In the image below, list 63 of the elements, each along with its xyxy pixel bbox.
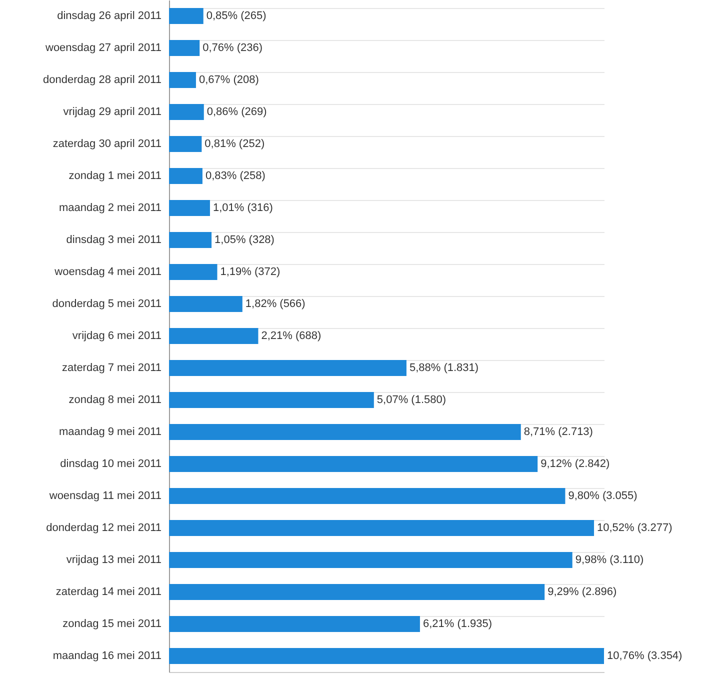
- bar: [169, 360, 406, 376]
- data-label: 0,76% (236): [202, 42, 263, 54]
- data-label: 0,81% (252): [204, 138, 265, 150]
- y-tick-label: maandag 2 mei 2011: [58, 202, 162, 214]
- bar: [169, 8, 204, 24]
- data-label: 9,80% (3.055): [568, 490, 638, 502]
- y-tick-label: donderdag 12 mei 2011: [46, 522, 162, 534]
- y-tick-label: vrijdag 6 mei 2011: [72, 330, 162, 342]
- bar: [169, 424, 521, 440]
- bar: [169, 40, 200, 56]
- data-label: 0,67% (208): [198, 74, 259, 86]
- y-tick-label: zaterdag 30 april 2011: [52, 138, 162, 150]
- data-label: 1,82% (566): [245, 298, 306, 310]
- y-tick-label: vrijdag 13 mei 2011: [66, 554, 162, 566]
- y-tick-label: donderdag 5 mei 2011: [52, 298, 162, 310]
- y-tick-label: woensdag 4 mei 2011: [54, 266, 162, 278]
- bar: [169, 520, 594, 536]
- y-tick-label: zaterdag 7 mei 2011: [62, 362, 162, 374]
- y-tick-label: zondag 15 mei 2011: [62, 618, 162, 630]
- data-label: 9,29% (2.896): [548, 586, 617, 598]
- data-label: 5,07% (1.580): [376, 394, 446, 406]
- bar: [169, 328, 258, 344]
- y-tick-label: zaterdag 14 mei 2011: [56, 586, 162, 598]
- bar: [169, 584, 545, 600]
- data-label: 8,71% (2.713): [524, 426, 593, 438]
- bar: [169, 232, 212, 248]
- data-label: 0,85% (265): [206, 10, 266, 22]
- bar: [169, 552, 572, 568]
- data-label: 9,98% (3.110): [575, 554, 644, 566]
- y-tick-label: maandag 9 mei 2011: [58, 426, 162, 438]
- y-tick-label: dinsdag 10 mei 2011: [60, 458, 162, 470]
- data-label: 0,83% (258): [205, 170, 266, 182]
- y-tick-label: vrijdag 29 april 2011: [63, 106, 162, 118]
- y-tick-label: maandag 16 mei 2011: [52, 650, 162, 662]
- y-tick-label: zondag 8 mei 2011: [68, 394, 162, 406]
- y-tick-label: woensdag 11 mei 2011: [48, 490, 162, 502]
- bar: [169, 104, 204, 120]
- bar: [169, 648, 604, 664]
- y-tick-label: donderdag 28 april 2011: [43, 74, 162, 86]
- bar: [169, 296, 242, 312]
- data-label: 10,52% (3.277): [597, 522, 672, 534]
- data-label: 5,88% (1.831): [409, 362, 479, 374]
- bar: [169, 136, 202, 152]
- y-tick-label: zondag 1 mei 2011: [68, 170, 162, 182]
- data-label: 6,21% (1.935): [422, 618, 492, 630]
- bar: [169, 456, 538, 472]
- y-tick-label: dinsdag 3 mei 2011: [66, 234, 162, 246]
- bar: [169, 200, 210, 216]
- bar: [169, 72, 196, 88]
- data-label: 1,05% (328): [214, 234, 274, 246]
- data-label: 0,86% (269): [206, 106, 267, 118]
- y-tick-label: dinsdag 26 april 2011: [57, 10, 162, 22]
- bar: [169, 168, 202, 184]
- bar: [169, 392, 374, 408]
- data-label: 10,76% (3.354): [607, 650, 682, 662]
- bar: [169, 264, 218, 280]
- bar: [169, 488, 566, 504]
- data-label: 2,21% (688): [261, 330, 322, 342]
- data-label: 1,01% (316): [212, 202, 273, 214]
- data-label: 9,12% (2.842): [540, 458, 610, 470]
- data-label: 1,19% (372): [220, 266, 280, 278]
- bar: [169, 616, 420, 632]
- y-tick-label: woensdag 27 april 2011: [44, 42, 162, 54]
